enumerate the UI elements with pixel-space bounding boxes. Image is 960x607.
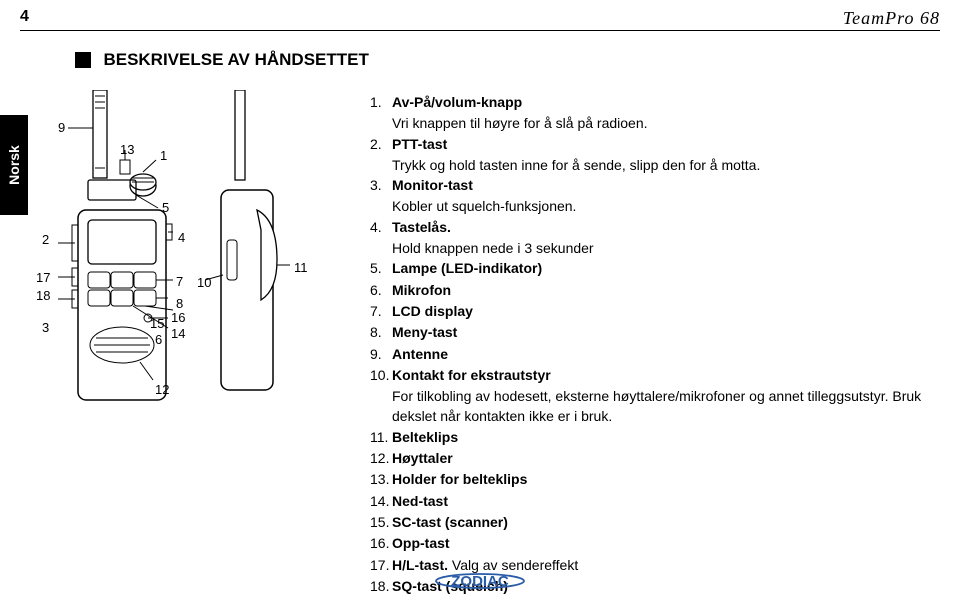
item-title: LCD display bbox=[392, 303, 473, 319]
label-2: 2 bbox=[42, 232, 49, 247]
label-16: 16 bbox=[171, 310, 185, 325]
label-14: 14 bbox=[171, 326, 185, 341]
list-item: 7.LCD display bbox=[370, 301, 942, 321]
label-6: 6 bbox=[155, 332, 162, 347]
item-num: 15. bbox=[370, 512, 392, 532]
list-item: 3.Monitor-tast bbox=[370, 175, 942, 195]
item-num: 11. bbox=[370, 427, 392, 447]
list-item: 2.PTT-tast bbox=[370, 134, 942, 154]
item-title: Ned-tast bbox=[392, 493, 448, 509]
item-num: 12. bbox=[370, 448, 392, 468]
item-title: Opp-tast bbox=[392, 535, 450, 551]
label-5: 5 bbox=[162, 200, 169, 215]
item-title: Lampe (LED-indikator) bbox=[392, 260, 542, 276]
item-num: 17. bbox=[370, 555, 392, 575]
item-num: 2. bbox=[370, 134, 392, 154]
label-13: 13 bbox=[120, 142, 134, 157]
title-row: BESKRIVELSE AV HÅNDSETTET bbox=[75, 50, 369, 70]
divider bbox=[20, 30, 940, 31]
language-tab: Norsk bbox=[0, 115, 28, 215]
item-title: SC-tast (scanner) bbox=[392, 514, 508, 530]
item-title: Monitor-tast bbox=[392, 177, 473, 193]
list-item: 16.Opp-tast bbox=[370, 533, 942, 553]
item-desc: Trykk og hold tasten inne for å sende, s… bbox=[392, 155, 942, 175]
label-10: 10 bbox=[197, 275, 211, 290]
item-num: 7. bbox=[370, 301, 392, 321]
item-num: 6. bbox=[370, 280, 392, 300]
list-item: 1.Av-På/volum-knapp bbox=[370, 92, 942, 112]
radio-back-diagram bbox=[205, 90, 290, 460]
label-18: 18 bbox=[36, 288, 50, 303]
item-desc: For tilkobling av hodesett, eksterne høy… bbox=[392, 386, 942, 427]
item-title: Kontakt for ekstrautstyr bbox=[392, 367, 551, 383]
list-item: 12.Høyttaler bbox=[370, 448, 942, 468]
label-7: 7 bbox=[176, 274, 183, 289]
item-title: Høyttaler bbox=[392, 450, 453, 466]
item-num: 9. bbox=[370, 344, 392, 364]
item-num: 4. bbox=[370, 217, 392, 237]
item-title: Tastelås. bbox=[392, 219, 451, 235]
list-item: 4.Tastelås. bbox=[370, 217, 942, 237]
list-item: 5.Lampe (LED-indikator) bbox=[370, 258, 942, 278]
list-item: 10.Kontakt for ekstrautstyr bbox=[370, 365, 942, 385]
title-bullet bbox=[75, 52, 91, 68]
radio-front-diagram bbox=[48, 90, 173, 460]
label-9: 9 bbox=[58, 120, 65, 135]
list-item: 11.Belteklips bbox=[370, 427, 942, 447]
label-8: 8 bbox=[176, 296, 183, 311]
item-title: Antenne bbox=[392, 346, 448, 362]
item-num: 8. bbox=[370, 322, 392, 342]
item-desc: Kobler ut squelch-funksjonen. bbox=[392, 196, 942, 216]
page-number: 4 bbox=[20, 8, 29, 26]
label-4: 4 bbox=[178, 230, 185, 245]
list-item: 15.SC-tast (scanner) bbox=[370, 512, 942, 532]
zodiac-logo: ZODIAC bbox=[434, 567, 526, 595]
label-15: 15 bbox=[150, 316, 164, 331]
item-title: Meny-tast bbox=[392, 324, 457, 340]
label-3: 3 bbox=[42, 320, 49, 335]
item-desc: Hold knappen nede i 3 sekunder bbox=[392, 238, 942, 258]
item-title: Av-På/volum-knapp bbox=[392, 94, 522, 110]
list-item: 9.Antenne bbox=[370, 344, 942, 364]
label-12: 12 bbox=[155, 382, 169, 397]
label-1: 1 bbox=[160, 148, 167, 163]
label-17: 17 bbox=[36, 270, 50, 285]
list-item: 6.Mikrofon bbox=[370, 280, 942, 300]
item-num: 13. bbox=[370, 469, 392, 489]
item-num: 16. bbox=[370, 533, 392, 553]
item-num: 18. bbox=[370, 576, 392, 596]
page-title: BESKRIVELSE AV HÅNDSETTET bbox=[103, 50, 368, 70]
list-item: 13.Holder for belteklips bbox=[370, 469, 942, 489]
item-num: 5. bbox=[370, 258, 392, 278]
item-title: Holder for belteklips bbox=[392, 471, 527, 487]
list-item: 14.Ned-tast bbox=[370, 491, 942, 511]
item-num: 3. bbox=[370, 175, 392, 195]
item-num: 10. bbox=[370, 365, 392, 385]
item-num: 14. bbox=[370, 491, 392, 511]
item-title: Belteklips bbox=[392, 429, 458, 445]
brand-label: TeamPro 68 bbox=[843, 8, 940, 29]
item-title: Mikrofon bbox=[392, 282, 451, 298]
item-desc: Vri knappen til høyre for å slå på radio… bbox=[392, 113, 942, 133]
svg-text:ZODIAC: ZODIAC bbox=[451, 573, 509, 590]
item-title: PTT-tast bbox=[392, 136, 447, 152]
description-list: 1.Av-På/volum-knapp Vri knappen til høyr… bbox=[370, 92, 942, 597]
list-item: 8.Meny-tast bbox=[370, 322, 942, 342]
item-num: 1. bbox=[370, 92, 392, 112]
label-11: 11 bbox=[294, 260, 308, 275]
language-label: Norsk bbox=[6, 145, 22, 185]
